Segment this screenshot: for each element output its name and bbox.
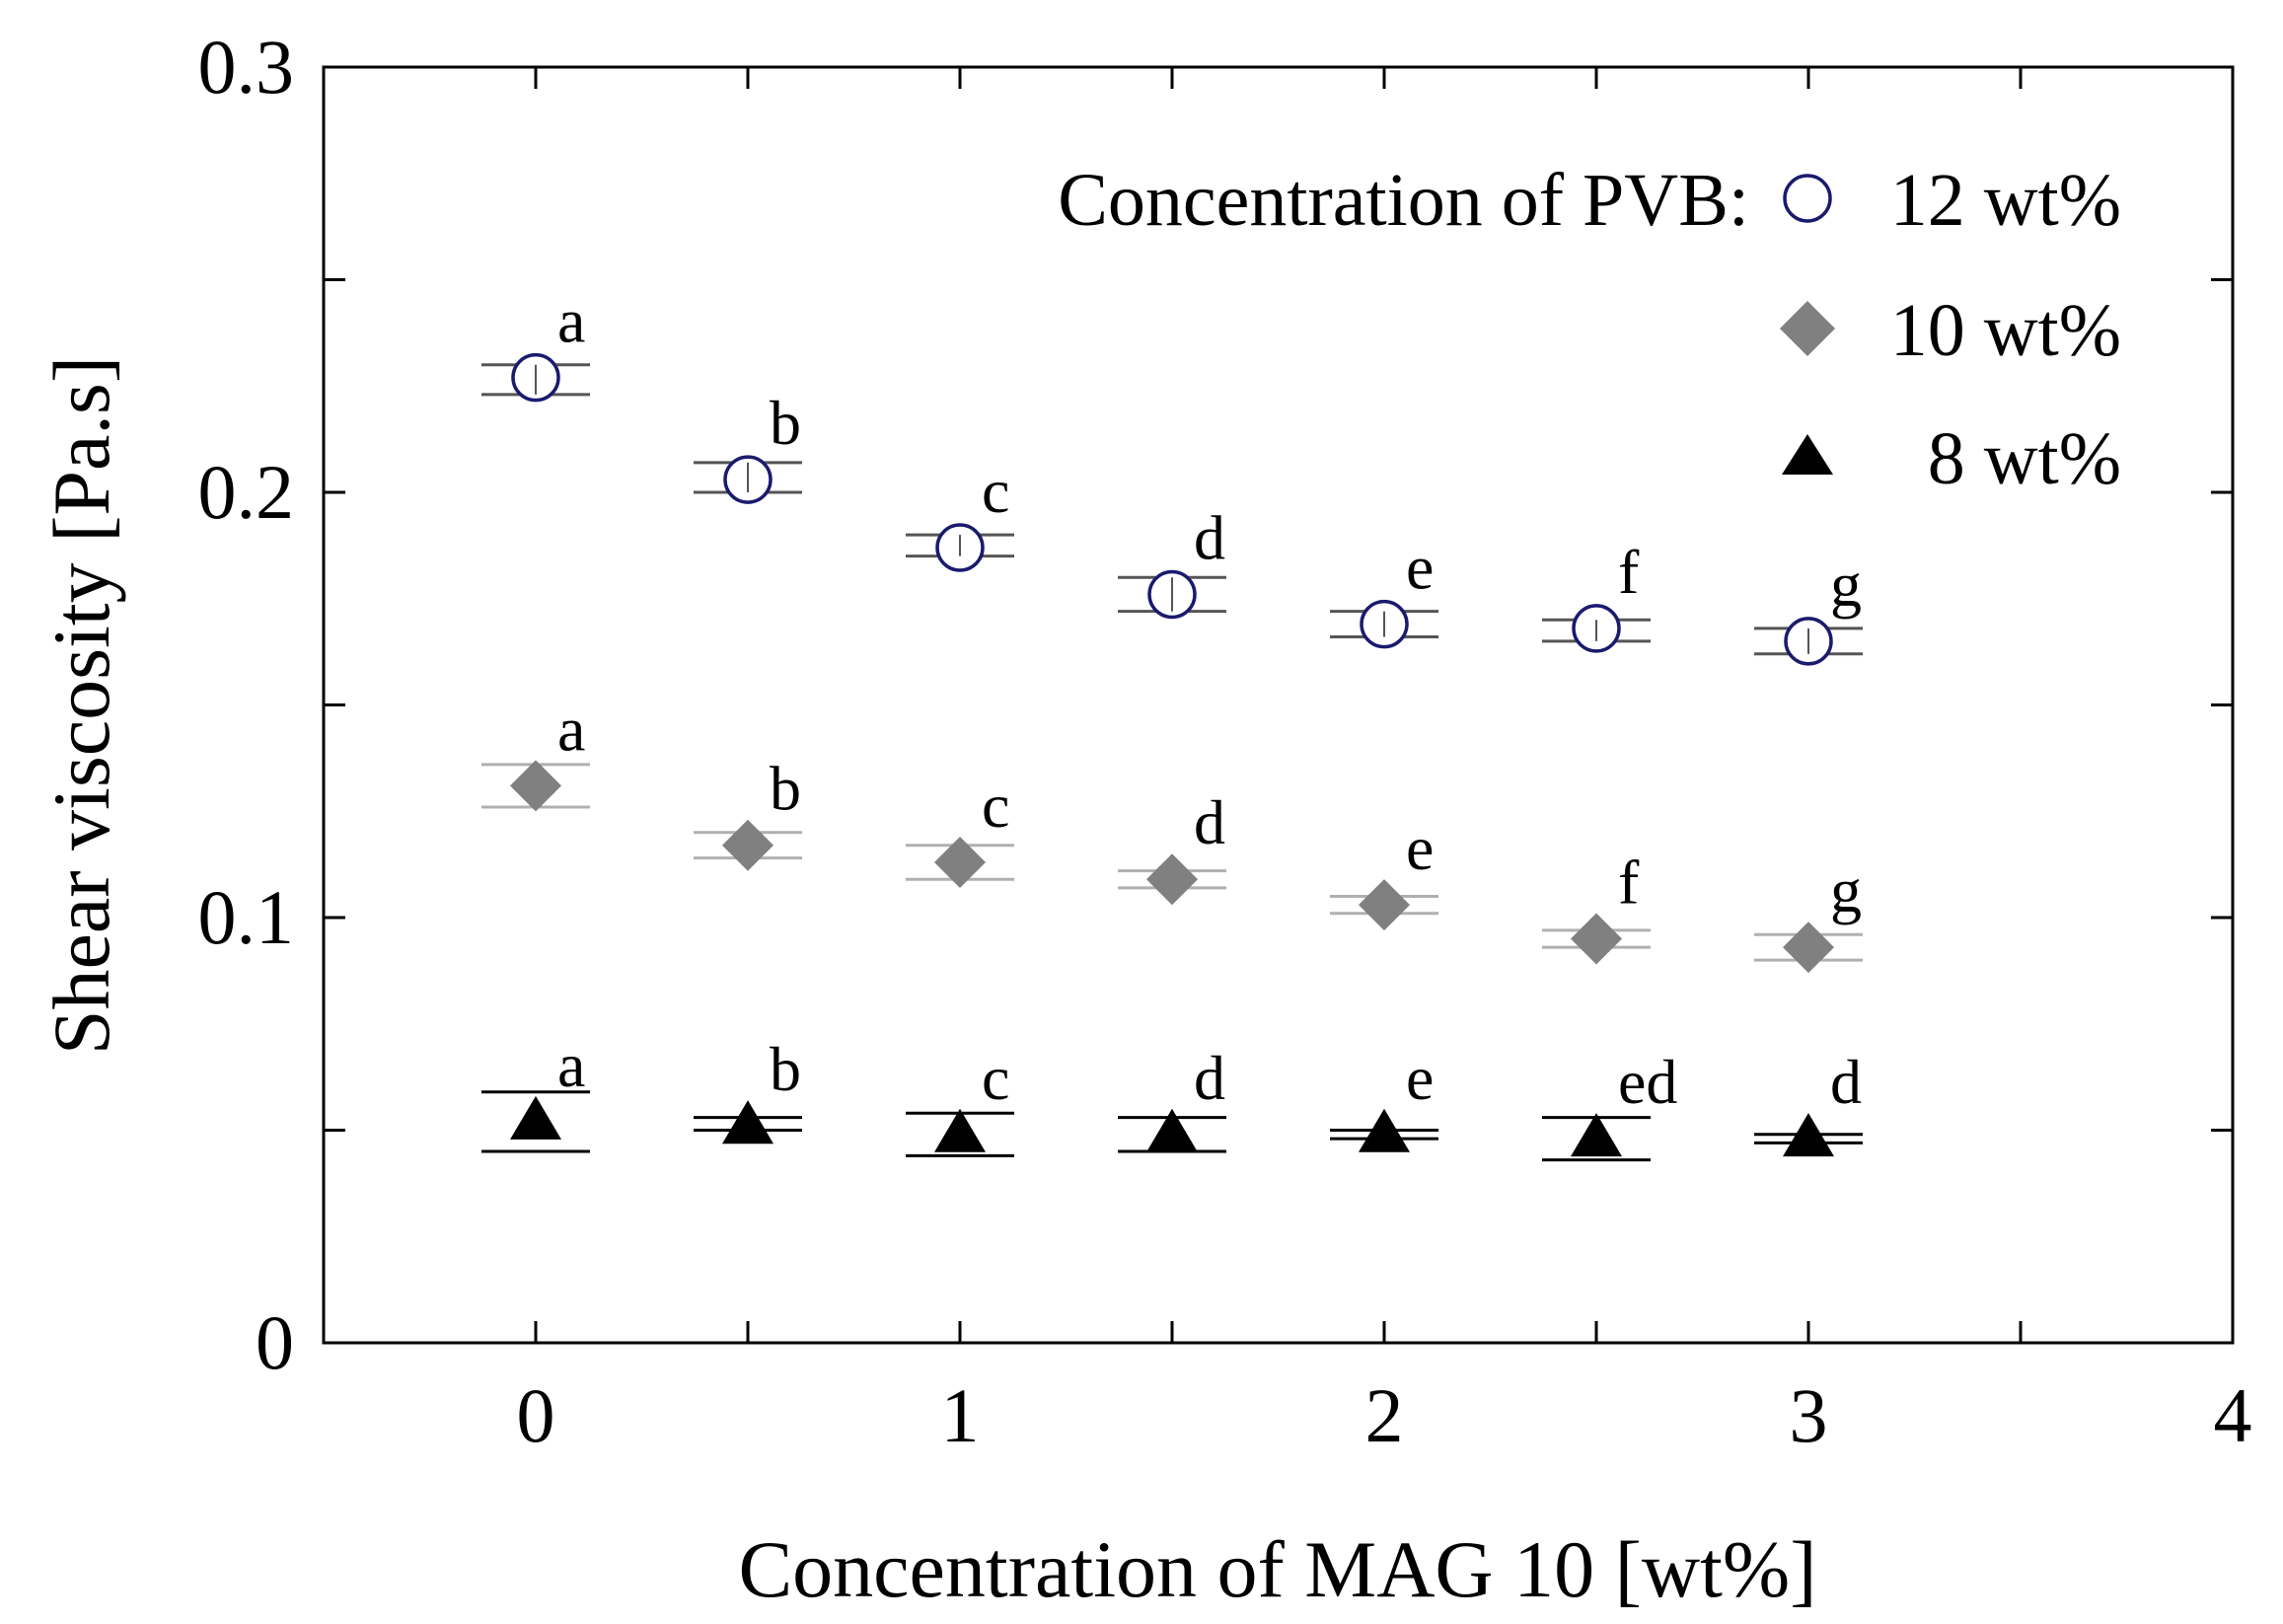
significance-letter: f: [1618, 848, 1640, 918]
significance-letter: c: [982, 1043, 1009, 1113]
legend: Concentration of PVB: 12 wt% 10 wt% 8 wt…: [1058, 159, 2121, 500]
legend-marker-10wt: [1780, 301, 1835, 356]
significance-letter: d: [1194, 787, 1225, 857]
axis-ticks: [322, 65, 2235, 1345]
data-point-10wt: [510, 760, 561, 812]
y-tick-label: 0.3: [198, 24, 295, 110]
legend-label-8wt: 8 wt%: [1928, 417, 2121, 500]
data-point-8wt: [1571, 1113, 1622, 1157]
significance-letter: g: [1830, 855, 1862, 925]
significance-letter: g: [1830, 550, 1862, 620]
x-tick-label: 4: [2214, 1372, 2252, 1458]
data-point-8wt: [1146, 1108, 1198, 1152]
significance-letter: e: [1406, 533, 1434, 603]
significance-letter: c: [982, 771, 1009, 841]
data-point-8wt: [1359, 1108, 1410, 1152]
data-point-8wt: [1783, 1113, 1834, 1157]
significance-letter: d: [1194, 502, 1225, 572]
y-tick-label: 0: [256, 1299, 294, 1385]
data-point-10wt: [1571, 913, 1622, 965]
significance-letter: c: [982, 456, 1009, 526]
legend-label-10wt: 10 wt%: [1890, 289, 2121, 372]
legend-title: Concentration of PVB:: [1058, 159, 1749, 242]
x-tick-label: 3: [1790, 1372, 1828, 1458]
significance-letter: a: [557, 1030, 585, 1100]
significance-letter: b: [770, 754, 801, 824]
significance-letter: e: [1406, 1043, 1434, 1113]
significance-letter: f: [1618, 537, 1640, 607]
data-point-10wt: [722, 819, 773, 871]
data-marks: [481, 352, 1863, 1162]
data-point-10wt: [1146, 853, 1198, 906]
significance-letter: b: [770, 388, 801, 458]
data-point-8wt: [934, 1108, 986, 1152]
legend-marker-8wt: [1782, 434, 1833, 475]
legend-marker-12wt: [1783, 174, 1832, 223]
x-axis-title: Concentration of MAG 10 [wt%]: [738, 1524, 1816, 1614]
x-tick-label: 0: [517, 1372, 555, 1458]
x-tick-label: 2: [1365, 1372, 1404, 1458]
plot-frame: [322, 65, 2235, 1345]
significance-letter: e: [1406, 813, 1434, 883]
significance-letter: b: [770, 1034, 801, 1104]
significance-letter: d: [1830, 1047, 1862, 1117]
tick-labels: 0 1 2 3 4 0 0.1 0.2 0.3: [198, 24, 2252, 1458]
significance-letters: a b c d e f g a b c d e f g a b c d e ed d: [557, 286, 1862, 1117]
legend-label-12wt: 12 wt%: [1890, 159, 2121, 242]
data-point-8wt: [510, 1095, 561, 1140]
data-point-10wt: [1783, 922, 1834, 974]
y-tick-label: 0.1: [198, 874, 295, 960]
significance-letter: d: [1194, 1043, 1225, 1113]
y-axis-title: Shear viscosity [Pa.s]: [37, 356, 126, 1055]
significance-letter: a: [557, 286, 585, 356]
significance-letter: a: [557, 694, 585, 764]
y-tick-label: 0.2: [198, 449, 295, 535]
x-tick-label: 1: [941, 1372, 980, 1458]
significance-letter: ed: [1618, 1047, 1677, 1117]
data-point-10wt: [1359, 879, 1410, 931]
data-point-10wt: [934, 836, 986, 888]
data-point-8wt: [722, 1100, 773, 1144]
